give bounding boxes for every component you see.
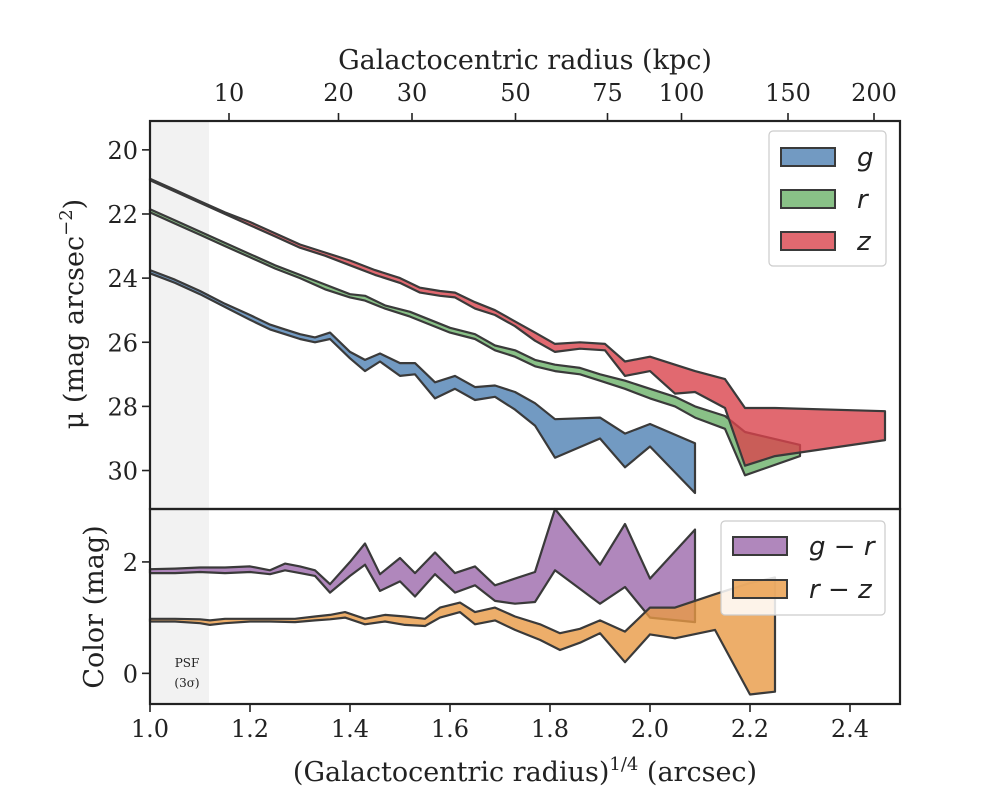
series-g-r-band bbox=[148, 507, 697, 624]
top-tick-label-150: 150 bbox=[765, 79, 811, 107]
y-tick-label-top-28: 28 bbox=[107, 393, 138, 421]
top-tick-label-200: 200 bbox=[851, 79, 897, 107]
top-tick-label-10: 10 bbox=[214, 79, 245, 107]
legend-label-g-r: g − r bbox=[809, 532, 877, 562]
y-axis-label-top: μ (mag arcsec−2) bbox=[56, 199, 90, 429]
legend-swatch-z bbox=[780, 231, 836, 251]
top-tick-label-30: 30 bbox=[397, 79, 428, 107]
x-axis-label: (Galactocentric radius)1/4 (arcsec) bbox=[293, 754, 757, 788]
x-tick-label-1.2: 1.2 bbox=[231, 715, 269, 743]
legend-swatch-r-z bbox=[732, 579, 788, 599]
series-z-band bbox=[148, 177, 887, 467]
series-r-z-band bbox=[148, 576, 777, 696]
top-axis-label: Galactocentric radius (kpc) bbox=[338, 45, 712, 76]
x-tick-label-1.4: 1.4 bbox=[331, 715, 369, 743]
psf-annotation-line2: (3σ) bbox=[174, 676, 199, 690]
y-tick-label-top-26: 26 bbox=[107, 329, 138, 357]
y-tick-label-bottom-2: 2 bbox=[123, 549, 138, 577]
x-tick-label-1.0: 1.0 bbox=[131, 715, 169, 743]
y-axis-label-bottom: Color (mag) bbox=[79, 525, 110, 688]
x-tick-label-2.2: 2.2 bbox=[731, 715, 769, 743]
legend-label-r-z: r − z bbox=[809, 575, 873, 605]
color-panel bbox=[148, 507, 777, 704]
psf-region-bottom bbox=[150, 509, 209, 704]
y-tick-label-top-24: 24 bbox=[107, 265, 138, 293]
y-tick-label-bottom-0: 0 bbox=[123, 660, 138, 688]
psf-annotation-line1: PSF bbox=[175, 656, 200, 670]
top-tick-label-75: 75 bbox=[592, 79, 623, 107]
series-g-band bbox=[148, 269, 697, 495]
psf-region-top bbox=[150, 121, 209, 509]
legend-label-r: r bbox=[857, 185, 870, 215]
legend-label-z: z bbox=[856, 227, 872, 257]
surface-brightness-panel bbox=[148, 121, 887, 509]
x-tick-label-1.6: 1.6 bbox=[431, 715, 469, 743]
series-r-band bbox=[148, 208, 802, 477]
y-tick-label-top-30: 30 bbox=[107, 458, 138, 486]
legend-swatch-g bbox=[780, 147, 836, 167]
top-tick-label-20: 20 bbox=[323, 79, 354, 107]
x-tick-label-1.8: 1.8 bbox=[531, 715, 569, 743]
legend-label-g: g bbox=[857, 143, 874, 173]
legend-swatch-r bbox=[780, 189, 836, 209]
x-tick-label-2.0: 2.0 bbox=[631, 715, 669, 743]
legend-top: grz bbox=[768, 130, 887, 267]
top-tick-label-100: 100 bbox=[659, 79, 705, 107]
legend-bottom: g − r r − z bbox=[720, 520, 886, 616]
legend-swatch-g-r bbox=[732, 536, 788, 556]
plot-frame-bottom bbox=[148, 507, 902, 706]
y-tick-label-top-22: 22 bbox=[107, 201, 138, 229]
x-tick-label-2.4: 2.4 bbox=[831, 715, 869, 743]
axes-layer: 20 22 24 26 28 30 0 2 1.0 1.2 1.4 1.6 1.8 2.0 2.2 2.4 10… bbox=[107, 79, 902, 743]
y-tick-label-top-20: 20 bbox=[107, 137, 138, 165]
top-tick-label-50: 50 bbox=[500, 79, 531, 107]
